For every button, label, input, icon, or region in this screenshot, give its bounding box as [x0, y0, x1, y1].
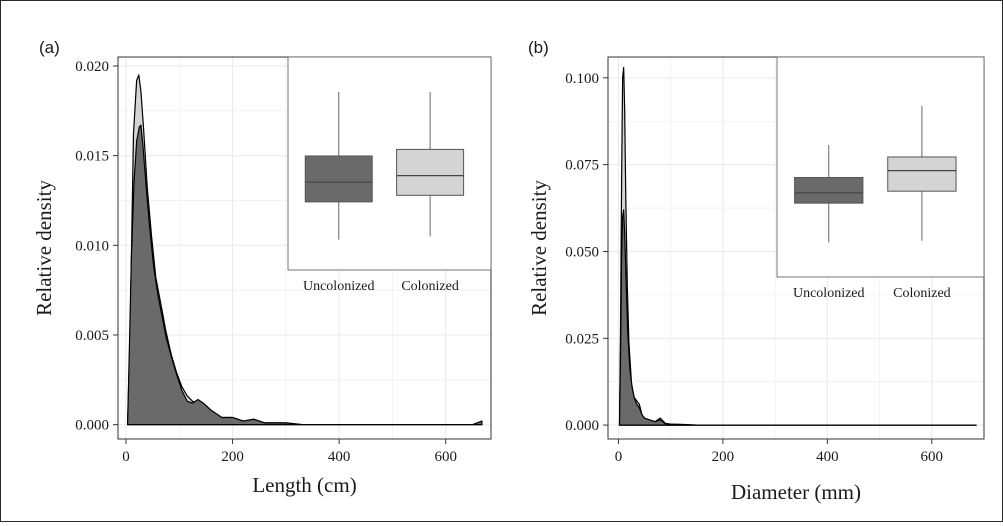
box-colonized — [887, 156, 957, 192]
panel-b: 0 200 400 600 0.000 0.025 0.050 0.075 0.100 Diame… — [527, 38, 985, 504]
y-tick-label: 0.005 — [75, 328, 109, 344]
panel-a: 0 200 400 600 0.000 0.005 0.010 0.015 0.020 Lengt… — [32, 38, 492, 497]
box-colonized — [396, 148, 465, 196]
y-tick-label: 0.000 — [565, 418, 599, 434]
y-tick-label: 0.015 — [75, 149, 109, 165]
density-area-uncolonized — [126, 124, 483, 426]
x-tick-label: 200 — [221, 449, 244, 465]
y-tick-label: 0.075 — [565, 158, 599, 174]
y-tick-label: 0.050 — [565, 244, 599, 260]
x-tick-label: 400 — [816, 449, 839, 465]
box-uncolonized — [304, 155, 373, 203]
x-tick-label: 600 — [921, 449, 944, 465]
box-uncolonized — [794, 177, 864, 204]
y-axis-title: Relative density — [32, 180, 56, 316]
y-tick-label: 0.025 — [565, 331, 599, 347]
x-axis-title: Length (cm) — [252, 473, 356, 497]
inset-boxplot: Uncolonized Colonized — [287, 56, 492, 294]
x-tick-label: 0 — [615, 449, 623, 465]
y-tick-label: 0.020 — [75, 59, 109, 75]
y-tick-label: 0.010 — [75, 238, 109, 254]
box-category-label: Colonized — [893, 286, 951, 301]
y-tick-label: 0.000 — [75, 418, 109, 434]
box-category-label: Uncolonized — [793, 286, 865, 301]
x-tick-label: 0 — [122, 449, 130, 465]
x-tick-label: 400 — [328, 449, 351, 465]
inset-boxplot: Uncolonized Colonized — [776, 56, 985, 301]
box-category-label: Uncolonized — [303, 279, 375, 294]
panel-label: (b) — [528, 38, 549, 57]
box-category-label: Colonized — [401, 279, 459, 294]
y-axis-title: Relative density — [527, 180, 551, 316]
density-area-uncolonized — [618, 209, 977, 426]
x-tick-label: 600 — [434, 449, 457, 465]
panel-label: (a) — [39, 38, 60, 57]
x-tick-label: 200 — [712, 449, 735, 465]
x-axis-title: Diameter (mm) — [731, 480, 861, 504]
y-tick-label: 0.100 — [565, 71, 599, 87]
